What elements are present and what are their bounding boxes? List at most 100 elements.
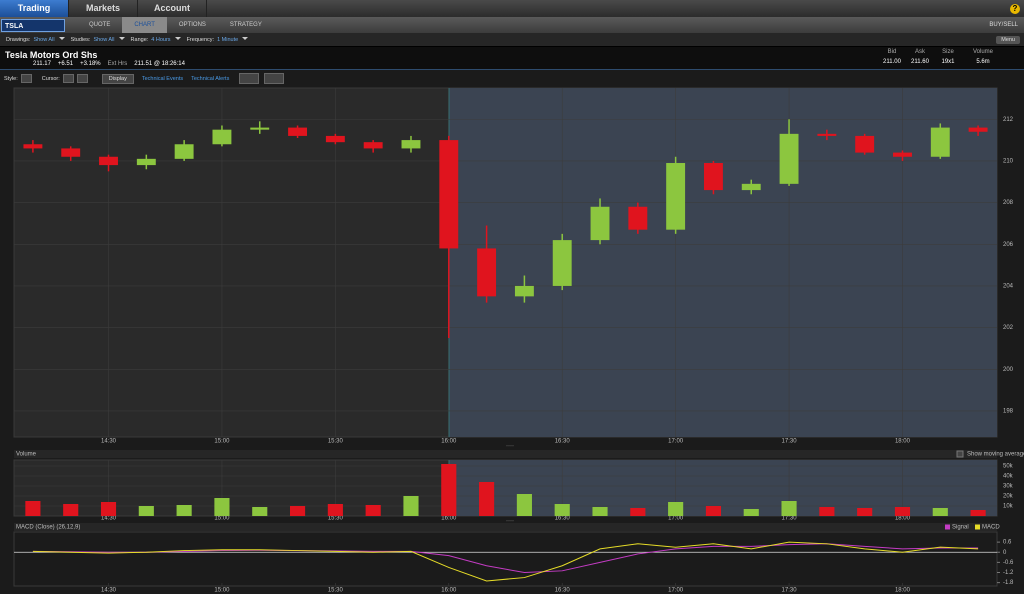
- buy-sell[interactable]: BUY/SELL: [989, 22, 1018, 28]
- candle-body: [477, 248, 497, 297]
- sub-tab[interactable]: QUOTE: [89, 22, 111, 28]
- panel-header: [14, 523, 997, 531]
- col-value: 19x1: [941, 59, 955, 65]
- y-tick-label: 204: [1003, 284, 1014, 290]
- col-value: 211.00: [883, 59, 901, 65]
- x-tick-label: 17:30: [782, 588, 798, 594]
- volume-bar: [970, 510, 986, 516]
- y-tick-label: 50k: [1003, 464, 1014, 470]
- sub-tab[interactable]: STRATEGY: [229, 22, 262, 28]
- x-tick-label: 18:00: [895, 439, 911, 445]
- y-tick-label: 30k: [1003, 484, 1014, 490]
- candle-body: [628, 206, 648, 230]
- zoom-button[interactable]: [264, 73, 285, 84]
- resize-handle[interactable]: ····: [506, 519, 514, 525]
- change: +6.51: [57, 61, 74, 67]
- help-button[interactable]: ?: [1010, 3, 1020, 14]
- volume-bar: [365, 505, 381, 516]
- extended-hours-shade: [448, 460, 997, 516]
- x-tick-label: 17:00: [668, 588, 684, 594]
- last-price: 211.17: [33, 61, 51, 67]
- volume-bar: [932, 508, 948, 516]
- style-select[interactable]: [20, 74, 32, 83]
- volume-bar: [441, 464, 457, 516]
- candle-body: [439, 140, 459, 249]
- volume-bar: [176, 505, 192, 516]
- volume-bar: [554, 504, 570, 516]
- volume-bar: [668, 502, 684, 516]
- volume-bar: [592, 507, 608, 516]
- toggle-box[interactable]: [956, 450, 964, 458]
- col-head: Size: [942, 49, 954, 55]
- volume-bar: [327, 504, 343, 516]
- ext-label: Ext Hrs: [107, 61, 128, 67]
- tool-value[interactable]: 1 Minute: [217, 37, 248, 43]
- y-tick-label: -1.8: [1003, 580, 1014, 586]
- candle-body: [514, 285, 534, 297]
- candle-body: [136, 158, 156, 166]
- candle-body: [174, 144, 194, 159]
- sub-tab[interactable]: CHART: [122, 17, 167, 33]
- col-value: 211.60: [911, 59, 929, 65]
- toggle-label: Show moving average: [967, 452, 1024, 458]
- y-tick-label: 202: [1003, 325, 1014, 331]
- change-pct: +3.18%: [80, 61, 101, 67]
- x-tick-label: 15:30: [328, 439, 344, 445]
- y-tick-label: 206: [1003, 242, 1014, 248]
- candle-body: [893, 152, 912, 157]
- candle-body: [23, 144, 43, 149]
- candle-body: [288, 127, 308, 136]
- x-tick-label: 16:30: [555, 516, 571, 522]
- symbol-box[interactable]: TSLA: [1, 18, 65, 32]
- cursor-select[interactable]: [62, 74, 74, 83]
- sub-tab[interactable]: OPTIONS: [178, 22, 206, 28]
- tool-value[interactable]: Show All: [93, 37, 124, 43]
- quote-line: 211.17 +6.51 +3.18% Ext Hrs 211.51 @ 18:26:1…: [33, 61, 192, 67]
- x-tick-label: 17:00: [668, 439, 684, 445]
- company-name: Tesla Motors Ord Shs: [5, 50, 98, 60]
- x-tick-label: 17:30: [782, 516, 798, 522]
- panel-header: [14, 450, 997, 458]
- toolbar: Drawings: Show All Studies: Show All Range…: [0, 33, 1024, 47]
- resize-handle[interactable]: ····: [506, 444, 514, 450]
- x-tick-label: 16:30: [555, 439, 571, 445]
- col-head: Volume: [972, 49, 993, 55]
- nav-tab[interactable]: Trading: [0, 0, 69, 17]
- x-tick-label: 16:30: [555, 588, 571, 594]
- cursor-select[interactable]: [76, 74, 88, 83]
- tool-value[interactable]: Show All: [33, 37, 64, 43]
- tool-label: Range:: [130, 36, 149, 43]
- tool-value[interactable]: 4 Hours: [151, 37, 180, 43]
- candle-body: [779, 133, 799, 184]
- nav-tab[interactable]: Account: [138, 0, 207, 17]
- link[interactable]: Technical Events: [141, 75, 184, 82]
- chart-controls: Style: Cursor: Display Technical Events …: [0, 71, 1024, 86]
- link[interactable]: Technical Alerts: [191, 75, 230, 82]
- x-tick-label: 15:30: [328, 516, 344, 522]
- quote-header: Tesla Motors Ord Shs 211.17 +6.51 +3.18% Ex…: [0, 47, 1024, 70]
- volume-bar: [214, 498, 230, 516]
- legend-swatch: [945, 524, 950, 530]
- tool-label: Frequency:: [186, 36, 215, 43]
- volume-bar: [857, 508, 873, 516]
- legend-swatch: [975, 524, 980, 530]
- x-tick-label: 15:00: [214, 588, 230, 594]
- volume-bar: [25, 501, 41, 516]
- menu-button[interactable]: Menu: [996, 35, 1020, 44]
- tool-label: Drawings:: [6, 36, 31, 43]
- volume-bar: [100, 502, 117, 516]
- col-head: Ask: [914, 49, 925, 55]
- display-button[interactable]: Display: [101, 73, 134, 84]
- sub-nav: TSLA QUOTE CHART OPTIONS STRATEGY BUY/SE…: [0, 17, 1024, 33]
- x-tick-label: 15:30: [328, 588, 344, 594]
- quote-col: Bid 211.00: [877, 49, 907, 65]
- x-tick-label: 16:00: [441, 588, 457, 594]
- volume-bar: [705, 506, 722, 516]
- nav-tab[interactable]: Markets: [69, 0, 138, 17]
- volume-bar: [289, 506, 306, 516]
- y-tick-label: 10k: [1003, 504, 1014, 510]
- zoom-button[interactable]: [239, 73, 260, 84]
- candle-body: [61, 148, 81, 157]
